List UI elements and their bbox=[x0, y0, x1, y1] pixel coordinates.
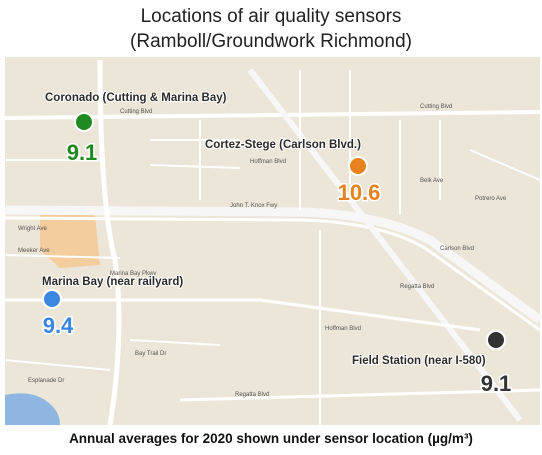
sensor-dot bbox=[74, 112, 94, 132]
sensor-value: 9.4 bbox=[43, 313, 74, 338]
sensor-dot bbox=[486, 330, 506, 350]
water bbox=[5, 393, 60, 425]
sensor-name: Marina Bay (near railyard) bbox=[42, 276, 183, 288]
map: Cutting Blvd Cutting Blvd John T. Knox F… bbox=[4, 57, 542, 426]
sensor-value: 9.1 bbox=[67, 140, 98, 165]
sensors: Coronado (Cutting & Marina Bay) 9.1 Cortez… bbox=[41, 91, 513, 398]
sensor-name: Cortez-Stege (Carlson Blvd.) bbox=[205, 139, 361, 151]
street-label: John T. Knox Fwy bbox=[230, 203, 277, 209]
street-label: Esplanade Dr bbox=[28, 378, 64, 384]
street-label: Meeker Ave bbox=[18, 248, 50, 254]
street-label: Carlson Blvd bbox=[440, 246, 474, 252]
sensor-name: Field Station (near I-580) bbox=[352, 355, 486, 367]
street-label: Potrero Ave bbox=[475, 196, 507, 202]
title-line: Locations of air quality sensors bbox=[141, 6, 402, 27]
street-label: Regatta Blvd bbox=[400, 284, 434, 290]
sensor-dot bbox=[348, 156, 368, 176]
sensor-dot bbox=[42, 289, 62, 309]
roads bbox=[4, 59, 542, 426]
sensor-value: 10.6 bbox=[338, 180, 381, 205]
sensor-name: Coronado (Cutting & Marina Bay) bbox=[45, 92, 227, 104]
railyard-area bbox=[40, 215, 100, 268]
street-label: Bay Trail Dr bbox=[135, 351, 166, 357]
caption: Annual averages for 2020 shown under sen… bbox=[69, 431, 473, 446]
street-label: Wright Ave bbox=[18, 226, 47, 232]
street-label: Marina Bay Pkwy bbox=[110, 271, 156, 277]
title-line: (Ramboll/Groundwork Richmond) bbox=[130, 31, 412, 52]
street-label: Cutting Blvd bbox=[420, 104, 452, 110]
street-label: Cutting Blvd bbox=[120, 109, 152, 115]
sensor-value: 9.1 bbox=[481, 371, 512, 396]
street-label: Hoffman Blvd bbox=[325, 326, 361, 332]
street-label: Belk Ave bbox=[420, 178, 444, 184]
street-label: Hoffman Blvd bbox=[250, 159, 286, 165]
street-label: Regatta Blvd bbox=[235, 392, 269, 398]
